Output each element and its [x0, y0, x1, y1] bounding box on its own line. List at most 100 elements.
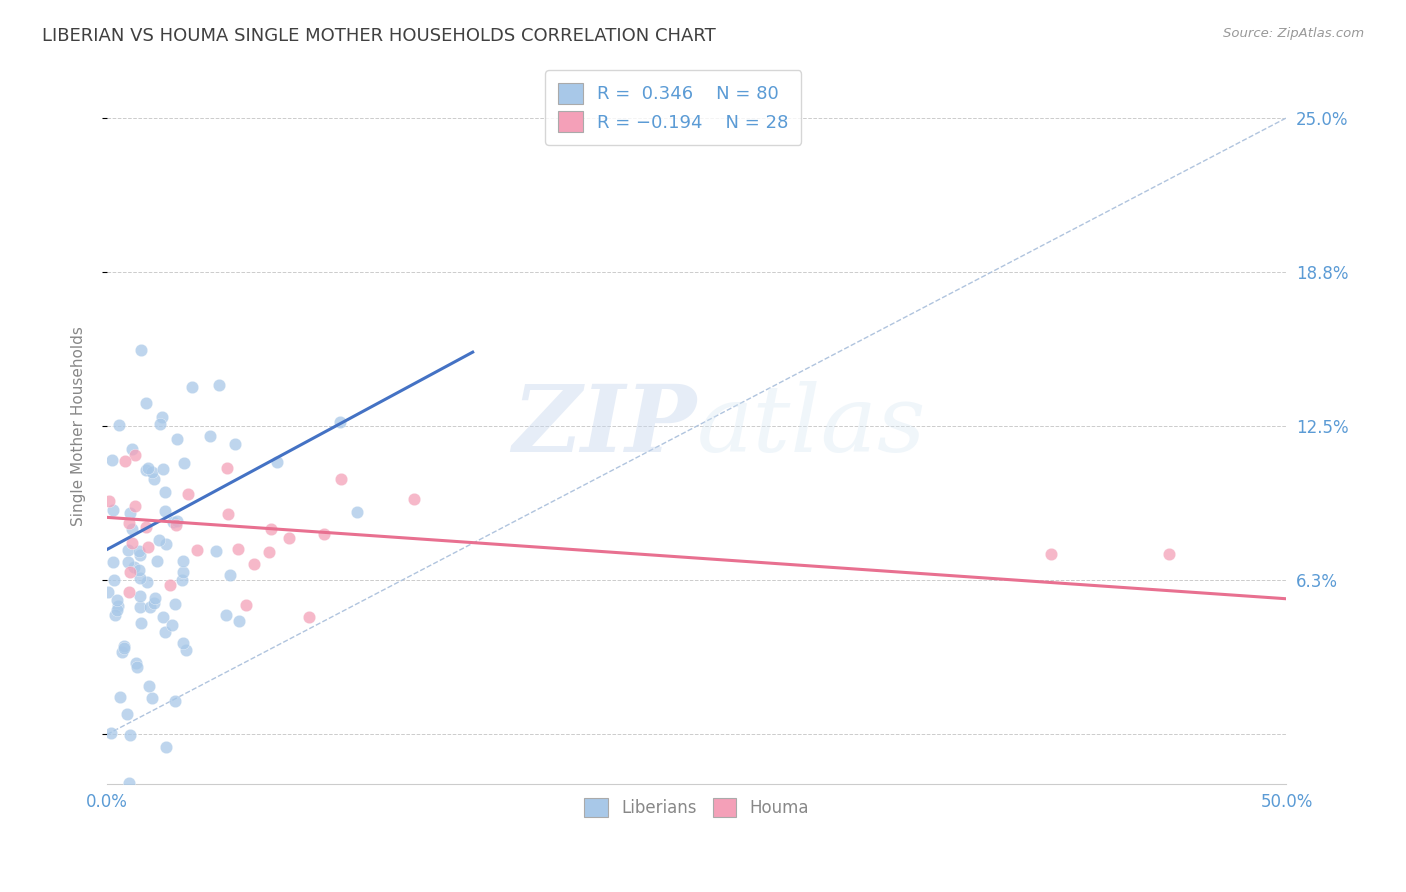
Point — [172, 635, 194, 649]
Point — [277, 531, 299, 545]
Point — [152, 462, 174, 476]
Point — [162, 617, 184, 632]
Point — [149, 417, 172, 432]
Point — [129, 590, 152, 604]
Point — [155, 740, 177, 755]
Point — [136, 575, 159, 590]
Point — [120, 728, 142, 742]
Point — [100, 726, 122, 740]
Point — [200, 429, 222, 443]
Point — [312, 526, 335, 541]
Point — [257, 544, 280, 558]
Point — [170, 573, 193, 587]
Point — [124, 499, 146, 513]
Point — [121, 442, 143, 456]
Point — [107, 599, 129, 613]
Point — [112, 641, 135, 656]
Point — [135, 519, 157, 533]
Point — [118, 506, 141, 520]
Point — [172, 553, 194, 567]
Point — [172, 565, 194, 579]
Point — [152, 610, 174, 624]
Point — [148, 533, 170, 548]
Point — [128, 544, 150, 558]
Point — [111, 808, 134, 822]
Point — [128, 563, 150, 577]
Point — [105, 592, 128, 607]
Point — [215, 608, 238, 623]
Point — [103, 573, 125, 587]
Point — [166, 514, 188, 528]
Point — [141, 465, 163, 479]
Point — [1157, 547, 1180, 561]
Point — [177, 487, 200, 501]
Point — [163, 597, 186, 611]
Point — [136, 460, 159, 475]
Point — [146, 554, 169, 568]
Point — [108, 418, 131, 433]
Point — [329, 415, 352, 429]
Point — [260, 523, 283, 537]
Point — [101, 453, 124, 467]
Point — [143, 472, 166, 486]
Point — [174, 643, 197, 657]
Point — [115, 706, 138, 721]
Point — [228, 614, 250, 628]
Point — [129, 615, 152, 630]
Point — [135, 462, 157, 476]
Point — [121, 536, 143, 550]
Point — [139, 600, 162, 615]
Point — [142, 596, 165, 610]
Point — [118, 775, 141, 789]
Point — [153, 484, 176, 499]
Point — [402, 491, 425, 506]
Point — [215, 460, 238, 475]
Point — [243, 557, 266, 571]
Legend: Liberians, Houma: Liberians, Houma — [576, 789, 818, 825]
Point — [297, 609, 319, 624]
Point — [101, 502, 124, 516]
Point — [165, 517, 187, 532]
Point — [97, 584, 120, 599]
Point — [112, 639, 135, 653]
Point — [117, 542, 139, 557]
Point — [122, 560, 145, 574]
Point — [155, 503, 177, 517]
Point — [205, 543, 228, 558]
Point — [181, 379, 204, 393]
Point — [153, 625, 176, 640]
Point — [118, 585, 141, 599]
Y-axis label: Single Mother Households: Single Mother Households — [72, 326, 86, 526]
Point — [135, 396, 157, 410]
Text: ZIP: ZIP — [513, 381, 697, 471]
Point — [120, 565, 142, 579]
Text: atlas: atlas — [697, 381, 927, 471]
Point — [150, 409, 173, 424]
Point — [98, 493, 121, 508]
Text: Source: ZipAtlas.com: Source: ZipAtlas.com — [1223, 27, 1364, 40]
Point — [104, 607, 127, 622]
Point — [118, 516, 141, 530]
Point — [266, 455, 288, 469]
Point — [186, 543, 208, 558]
Point — [226, 541, 249, 556]
Point — [159, 578, 181, 592]
Point — [143, 591, 166, 605]
Point — [1039, 547, 1062, 561]
Point — [101, 555, 124, 569]
Point — [165, 694, 187, 708]
Point — [128, 548, 150, 562]
Point — [121, 522, 143, 536]
Point — [166, 432, 188, 446]
Point — [111, 645, 134, 659]
Point — [217, 507, 239, 521]
Point — [128, 571, 150, 585]
Point — [136, 541, 159, 555]
Point — [141, 691, 163, 706]
Point — [208, 378, 231, 392]
Point — [129, 343, 152, 358]
Point — [330, 472, 353, 486]
Point — [224, 437, 246, 451]
Point — [117, 555, 139, 569]
Point — [125, 657, 148, 671]
